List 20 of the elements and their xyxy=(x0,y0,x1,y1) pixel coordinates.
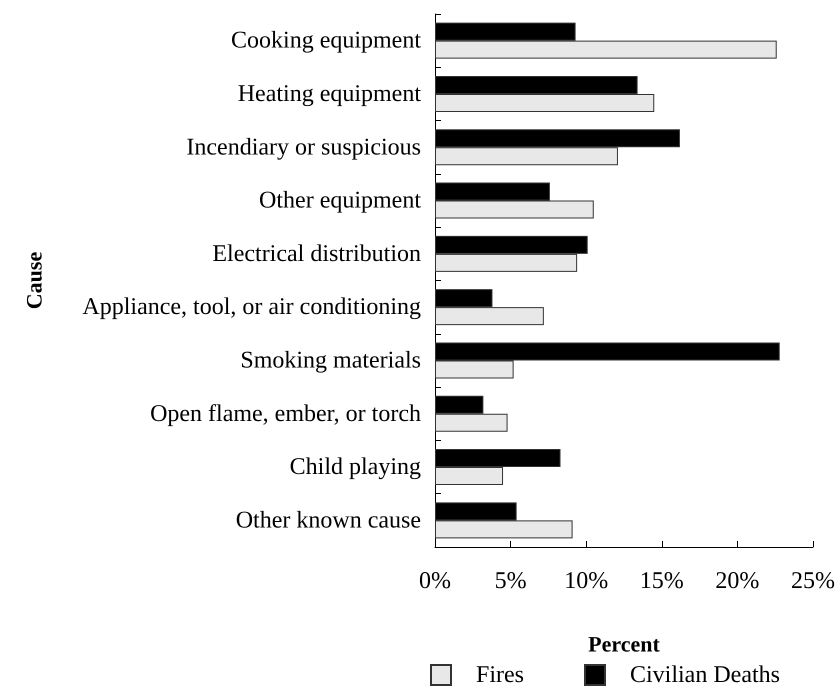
x-tick-label: 10% xyxy=(564,568,608,594)
y-tick-label: Incendiary or suspicious xyxy=(186,134,421,160)
y-tick-label: Other equipment xyxy=(259,188,422,214)
x-tick-label: 0% xyxy=(419,568,451,594)
y-tick-label: Electrical distribution xyxy=(212,240,421,267)
x-tick-label: 5% xyxy=(494,568,527,594)
x-axis-title: Percent xyxy=(588,632,660,656)
y-tick-label: Other known cause xyxy=(236,507,421,534)
y-tick-label: Smoking materials xyxy=(240,347,421,374)
y-tick-label: Open flame, ember, or torch xyxy=(150,400,421,427)
y-tick-label: Appliance, tool, or air conditioning xyxy=(82,294,421,320)
y-tick-label: Cooking equipment xyxy=(231,28,422,54)
y-tick-label: Heating equipment xyxy=(238,80,422,107)
legend-label: Civilian Deaths xyxy=(630,662,780,688)
y-tick-label: Child playing xyxy=(290,454,421,480)
x-tick-label: 20% xyxy=(715,568,760,594)
x-tick-label: 25% xyxy=(791,568,836,594)
legend-label: Fires xyxy=(476,662,524,688)
x-tick-label: 15% xyxy=(640,568,684,594)
y-axis-title: Cause xyxy=(22,252,46,310)
